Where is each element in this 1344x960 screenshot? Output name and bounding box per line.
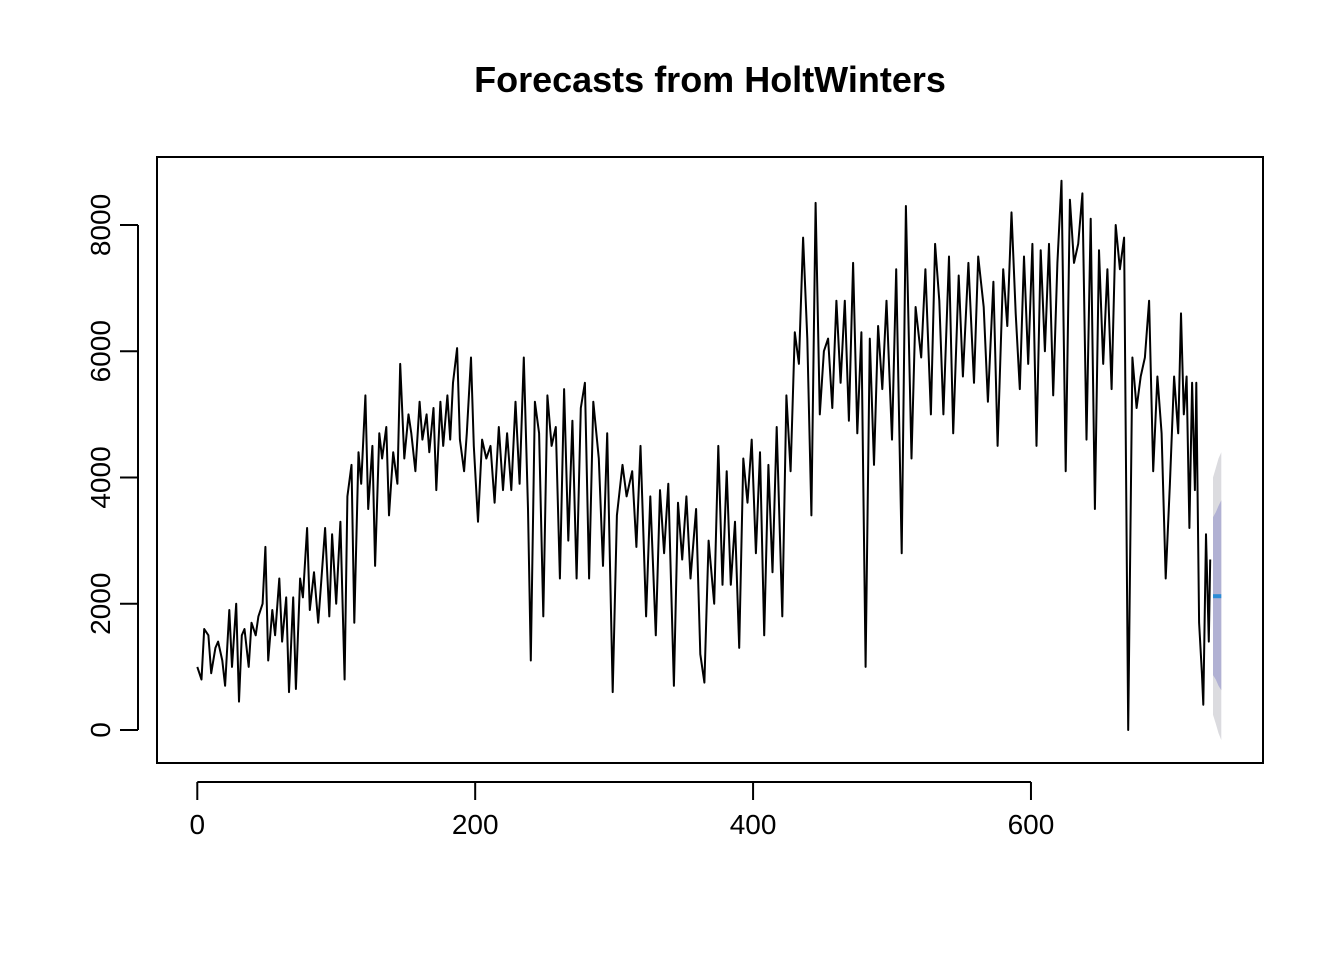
chart-title: Forecasts from HoltWinters <box>474 59 946 100</box>
y-tick-label: 6000 <box>85 320 116 382</box>
x-tick-label: 0 <box>190 809 206 840</box>
series-line <box>196 179 1212 731</box>
y-tick-label: 2000 <box>85 573 116 635</box>
y-tick-label: 4000 <box>85 446 116 508</box>
y-tick-label: 0 <box>85 722 116 738</box>
x-tick-label: 600 <box>1008 809 1055 840</box>
plot-frame <box>156 156 1264 764</box>
y-tick-label: 8000 <box>85 194 116 256</box>
x-tick-label: 400 <box>730 809 777 840</box>
x-tick-label: 200 <box>452 809 499 840</box>
